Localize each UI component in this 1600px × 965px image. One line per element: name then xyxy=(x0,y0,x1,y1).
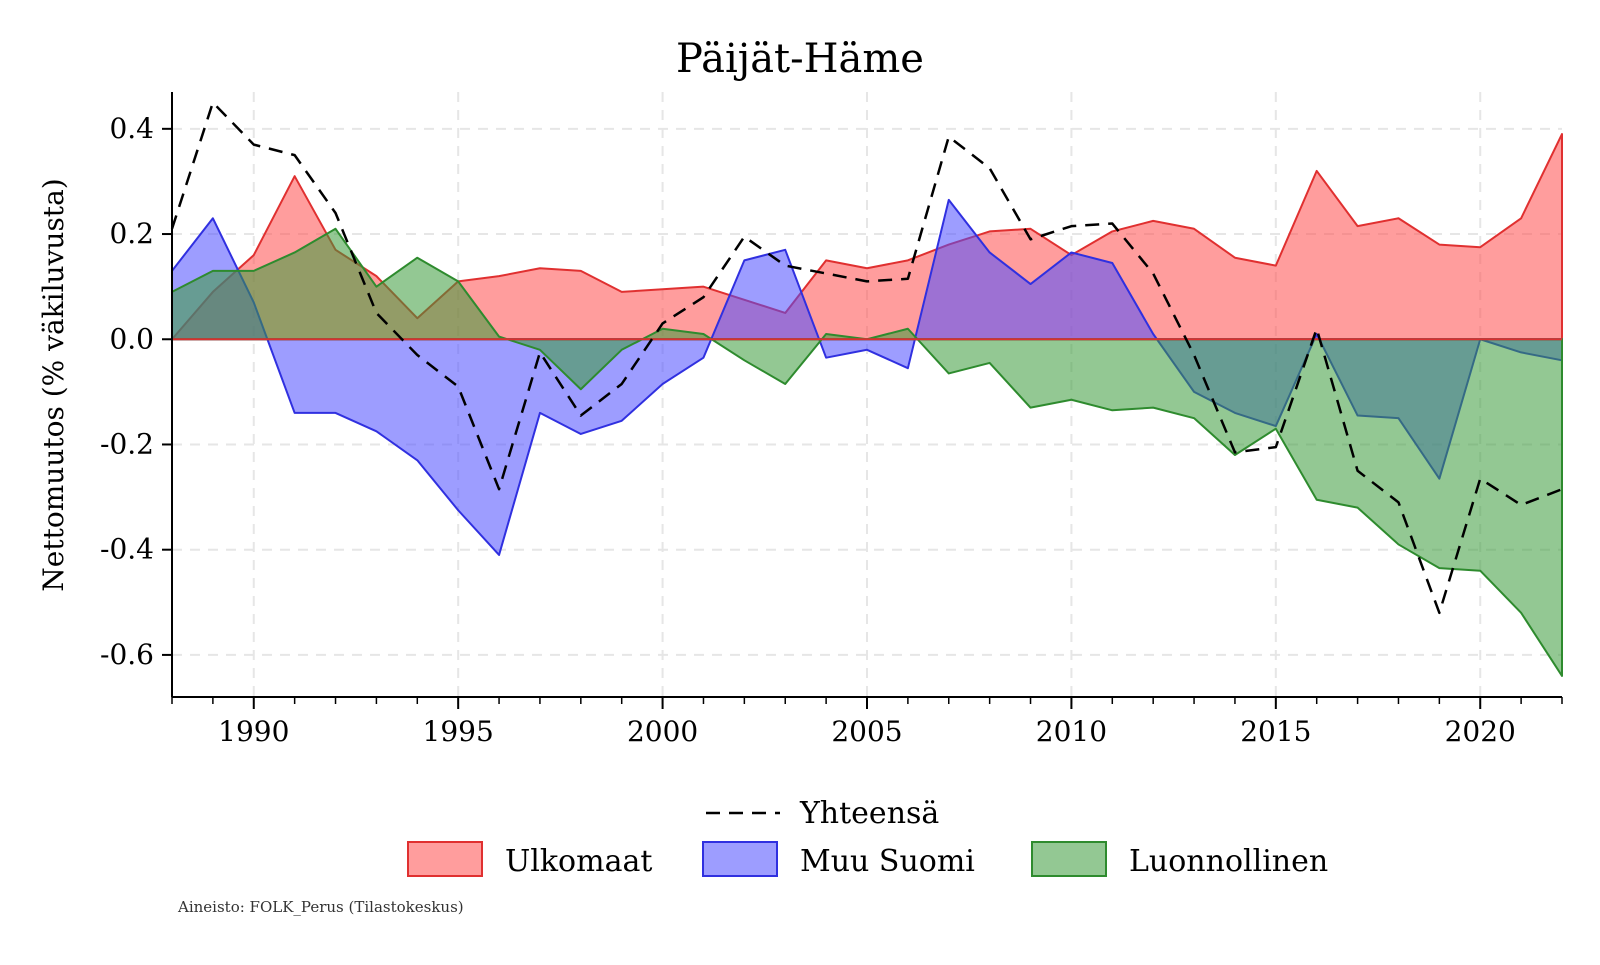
legend-label-muu-suomi: Muu Suomi xyxy=(800,844,975,879)
x-tick-label: 2005 xyxy=(831,715,902,748)
legend-label-ulkomaat: Ulkomaat xyxy=(505,844,652,879)
x-tick-label: 2015 xyxy=(1240,715,1311,748)
x-tick-label: 1995 xyxy=(423,715,494,748)
source-note: Aineisto: FOLK_Perus (Tilastokeskus) xyxy=(177,898,464,916)
legend-swatch-muu-suomi xyxy=(702,841,778,877)
line-yhteensä xyxy=(170,101,1563,615)
x-tick-label: 2010 xyxy=(1036,715,1107,748)
x-tick-label: 2020 xyxy=(1445,715,1516,748)
y-tick-label: 0.2 xyxy=(109,217,154,250)
axes: 1990 1995 2000 2005 2010 2015 2020 -0.6 -0.4 -0.2… xyxy=(100,92,1563,748)
legend-swatch-luonnollinen xyxy=(1031,841,1107,877)
chart-title: Päijät-Häme xyxy=(676,36,924,82)
legend-label-luonnollinen: Luonnollinen xyxy=(1129,844,1328,879)
legend: Yhteensä Ulkomaat Muu Suomi Luonnollinen xyxy=(407,796,1328,879)
y-tick-label: -0.4 xyxy=(100,533,154,566)
y-tick-label: 0.0 xyxy=(109,322,154,355)
y-tick-label: 0.4 xyxy=(109,112,154,145)
y-tick-label: -0.6 xyxy=(100,638,154,671)
y-axis-label: Nettomuutos (% väkiluvusta) xyxy=(37,178,70,591)
legend-swatch-ulkomaat xyxy=(407,841,483,877)
y-tick-label: -0.2 xyxy=(100,427,154,460)
plot-areas xyxy=(171,133,1563,677)
area-luonnollinen xyxy=(171,227,1563,677)
x-tick-label: 2000 xyxy=(627,715,698,748)
plot-lines xyxy=(170,101,1563,615)
legend-label-yhteensa: Yhteensä xyxy=(799,796,939,831)
x-tick-label: 1990 xyxy=(218,715,289,748)
